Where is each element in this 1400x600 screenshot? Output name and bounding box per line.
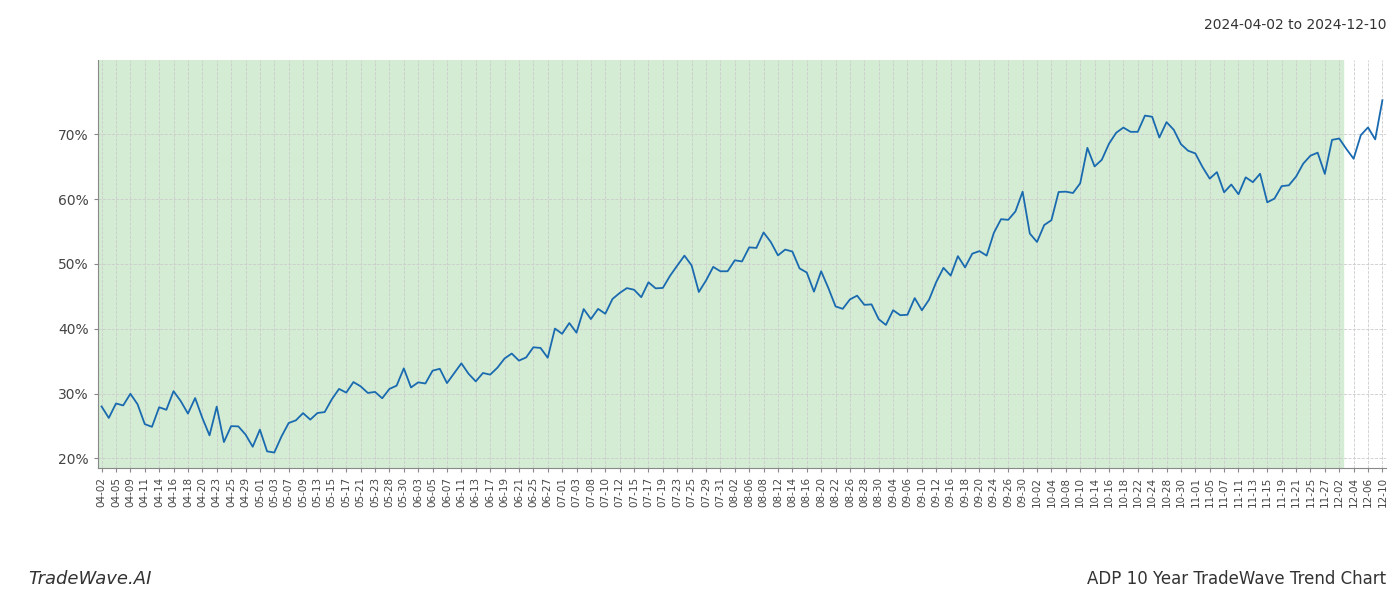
Text: ADP 10 Year TradeWave Trend Chart: ADP 10 Year TradeWave Trend Chart [1086,570,1386,588]
Text: TradeWave.AI: TradeWave.AI [28,570,151,588]
Text: 2024-04-02 to 2024-12-10: 2024-04-02 to 2024-12-10 [1204,18,1386,32]
